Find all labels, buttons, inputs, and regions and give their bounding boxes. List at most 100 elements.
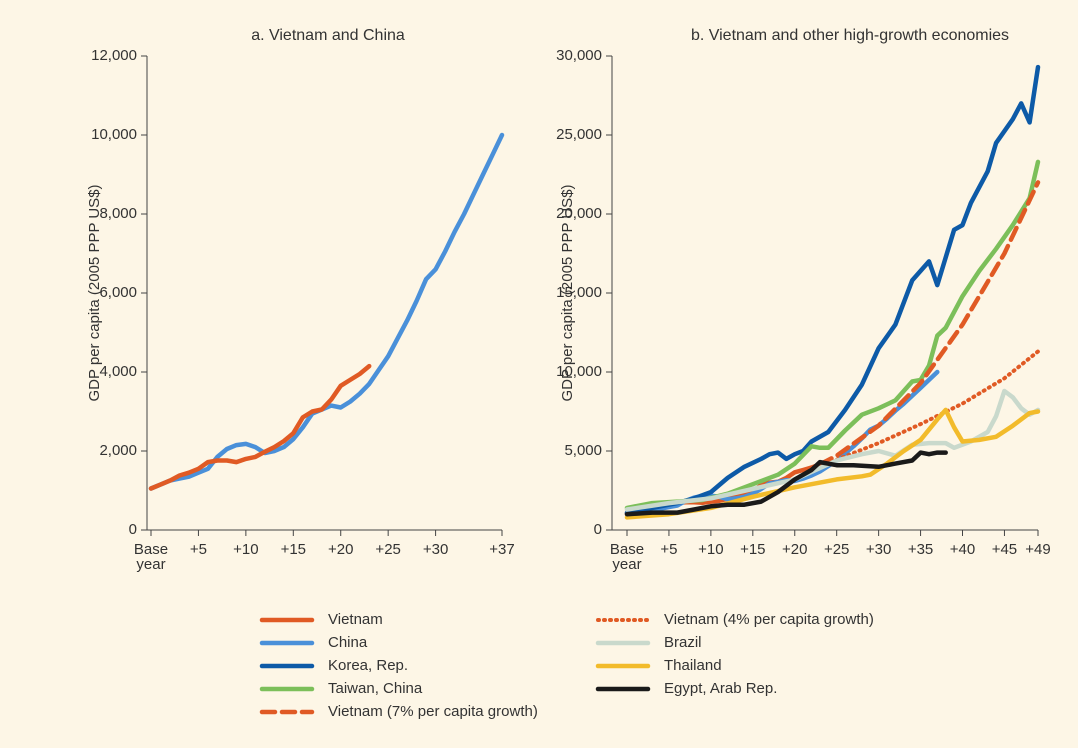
legend-label: Vietnam bbox=[328, 611, 383, 628]
legend-label: Vietnam (4% per capita growth) bbox=[664, 611, 874, 628]
x-tick-number: 37 bbox=[498, 542, 515, 558]
x-tick-label-box: +20 bbox=[771, 542, 819, 557]
series-line bbox=[817, 180, 1041, 467]
x-tick-number: 10 bbox=[241, 542, 259, 558]
x-tick-label: +25 bbox=[813, 542, 861, 557]
y-axis-label: GDP per capita (2005 PPP US$) bbox=[559, 184, 576, 401]
x-tick-label: Base year bbox=[133, 542, 169, 573]
legend-label: Korea, Rep. bbox=[328, 657, 408, 674]
series-line bbox=[624, 159, 1041, 511]
x-tick-label-box: +30 bbox=[855, 542, 903, 557]
x-tick-number: 45 bbox=[1000, 542, 1018, 558]
x-tick-label-box: +15 bbox=[269, 542, 317, 557]
x-tick-label-box: +30 bbox=[412, 542, 460, 557]
x-tick-number: 30 bbox=[874, 542, 892, 558]
y-tick-label: 2,000 bbox=[99, 442, 137, 459]
legend-label: Taiwan, China bbox=[328, 680, 423, 697]
y-tick-label: 12,000 bbox=[91, 47, 137, 64]
y-axis-label: GDP per capita (2005 PPP US$) bbox=[86, 184, 103, 401]
x-tick-label-box: +25 bbox=[813, 542, 861, 557]
x-tick-label: +35 bbox=[897, 542, 945, 557]
x-tick-number: 15 bbox=[289, 542, 307, 558]
x-tick-prefix: + bbox=[422, 542, 432, 558]
x-tick-prefix: + bbox=[489, 542, 499, 558]
x-tick-label-box: +37 bbox=[478, 542, 526, 557]
x-tick-label-box: +15 bbox=[729, 542, 777, 557]
x-tick-label: +37 bbox=[478, 542, 526, 557]
x-tick-label-box: Base year bbox=[133, 542, 169, 573]
series-line bbox=[624, 407, 1041, 520]
legend-label: Thailand bbox=[664, 657, 722, 674]
x-tick-prefix: + bbox=[280, 542, 290, 558]
x-tick-prefix: + bbox=[823, 542, 833, 558]
x-tick-number: 15 bbox=[748, 542, 766, 558]
x-tick-label: +20 bbox=[771, 542, 819, 557]
x-tick-number: 20 bbox=[790, 542, 808, 558]
x-tick-prefix: + bbox=[233, 542, 242, 558]
x-tick-label-box: +5 bbox=[174, 542, 222, 557]
chart-title: b. Vietnam and other high-growth economi… bbox=[691, 27, 1009, 44]
x-tick-prefix: + bbox=[1025, 542, 1035, 558]
x-tick-number: 5 bbox=[669, 542, 678, 558]
y-tick-label: 10,000 bbox=[91, 126, 137, 143]
x-tick-label-box: +25 bbox=[375, 542, 400, 558]
y-tick-label: 15,000 bbox=[556, 284, 602, 301]
x-tick-label-box: +5 bbox=[660, 542, 678, 558]
x-tick-label-box: +10 bbox=[222, 542, 270, 557]
x-tick-number: 20 bbox=[336, 542, 354, 558]
x-tick-label-box: +10 bbox=[687, 542, 735, 557]
x-tick-label: +15 bbox=[729, 542, 777, 557]
y-tick-label: 0 bbox=[129, 521, 137, 538]
x-tick-prefix: + bbox=[327, 542, 337, 558]
legend-label: Vietnam (7% per capita growth) bbox=[328, 703, 538, 720]
x-tick-label: +49 bbox=[1014, 542, 1062, 557]
x-tick-prefix: + bbox=[375, 542, 385, 558]
chart-title: a. Vietnam and China bbox=[251, 27, 405, 44]
legend-label: Brazil bbox=[664, 634, 702, 651]
y-tick-label: 10,000 bbox=[556, 363, 602, 380]
x-tick-prefix: + bbox=[782, 542, 791, 558]
x-tick-prefix: + bbox=[189, 542, 199, 558]
x-tick-label-box: +45 bbox=[980, 542, 1028, 557]
x-tick-number: 25 bbox=[832, 542, 850, 558]
y-tick-label: 4,000 bbox=[99, 363, 137, 380]
x-tick-label: +5 bbox=[174, 542, 222, 557]
legend-label: Egypt, Arab Rep. bbox=[664, 680, 777, 697]
x-tick-label-box: +35 bbox=[897, 542, 945, 557]
y-tick-label: 5,000 bbox=[564, 442, 602, 459]
x-tick-label: +45 bbox=[980, 542, 1028, 557]
series-line bbox=[624, 64, 1041, 515]
x-tick-label: +10 bbox=[687, 542, 735, 557]
x-tick-label-box: +40 bbox=[939, 542, 987, 557]
x-tick-number: 49 bbox=[1034, 542, 1051, 558]
series-line bbox=[148, 132, 505, 491]
y-tick-label: 25,000 bbox=[556, 126, 602, 143]
x-tick-prefix: + bbox=[698, 542, 707, 558]
x-tick-number: 40 bbox=[958, 542, 976, 558]
x-tick-prefix: + bbox=[907, 542, 917, 558]
y-tick-label: 30,000 bbox=[556, 47, 602, 64]
x-tick-prefix: + bbox=[949, 542, 959, 558]
x-tick-label: +30 bbox=[855, 542, 903, 557]
y-tick-label: 6,000 bbox=[99, 284, 137, 301]
series-line bbox=[148, 363, 372, 491]
x-tick-label: +30 bbox=[412, 542, 460, 557]
series-line bbox=[624, 388, 1041, 512]
x-tick-prefix: + bbox=[865, 542, 875, 558]
x-tick-label: +40 bbox=[939, 542, 987, 557]
x-tick-label-box: +20 bbox=[317, 542, 365, 557]
y-tick-label: 20,000 bbox=[556, 205, 602, 222]
x-tick-label-box: Base year bbox=[609, 542, 645, 573]
x-tick-number: 5 bbox=[198, 542, 207, 558]
x-tick-label: Base year bbox=[609, 542, 645, 573]
legend-label: China bbox=[328, 634, 368, 651]
x-tick-label: +10 bbox=[222, 542, 270, 557]
x-tick-number: 10 bbox=[706, 542, 724, 558]
x-tick-number: 35 bbox=[916, 542, 934, 558]
x-tick-prefix: + bbox=[991, 542, 1001, 558]
x-tick-label: +15 bbox=[269, 542, 317, 557]
x-tick-label: +20 bbox=[317, 542, 365, 557]
x-tick-prefix: + bbox=[660, 542, 670, 558]
y-tick-label: 8,000 bbox=[99, 205, 137, 222]
